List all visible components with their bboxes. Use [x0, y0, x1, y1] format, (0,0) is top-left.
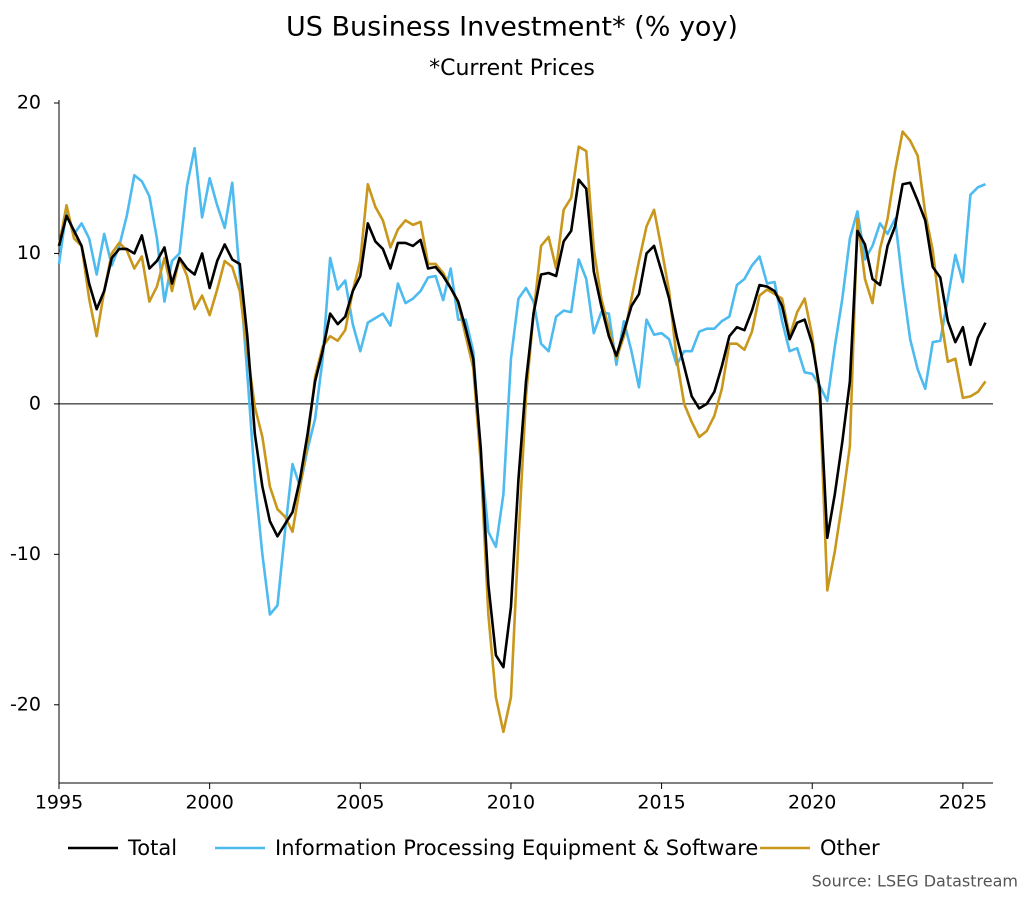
x-tick-label: 1995	[35, 792, 83, 814]
x-tick-label: 2010	[487, 792, 535, 814]
series-line	[57, 130, 987, 734]
series-line	[57, 146, 986, 616]
x-tick-label: 2005	[336, 792, 384, 814]
source-note: Source: LSEG Datastream	[812, 872, 1018, 891]
x-tick-label: 2015	[637, 792, 685, 814]
y-tick-label: 10	[17, 242, 41, 264]
y-tick-label: -20	[10, 693, 41, 715]
legend-label: Total	[127, 836, 177, 860]
x-tick-label: 2020	[788, 792, 836, 814]
x-tick-label: 2025	[939, 792, 987, 814]
chart-title: US Business Investment* (% yoy)	[286, 12, 738, 43]
chart-subtitle: *Current Prices	[429, 56, 595, 81]
x-tick-label: 2000	[185, 792, 233, 814]
y-tick-label: 0	[29, 392, 41, 414]
legend-label: Information Processing Equipment & Softw…	[275, 836, 758, 860]
series-line	[57, 178, 987, 669]
y-tick-label: -10	[10, 543, 41, 565]
legend-label: Other	[820, 836, 880, 860]
y-tick-label: 20	[17, 92, 41, 114]
